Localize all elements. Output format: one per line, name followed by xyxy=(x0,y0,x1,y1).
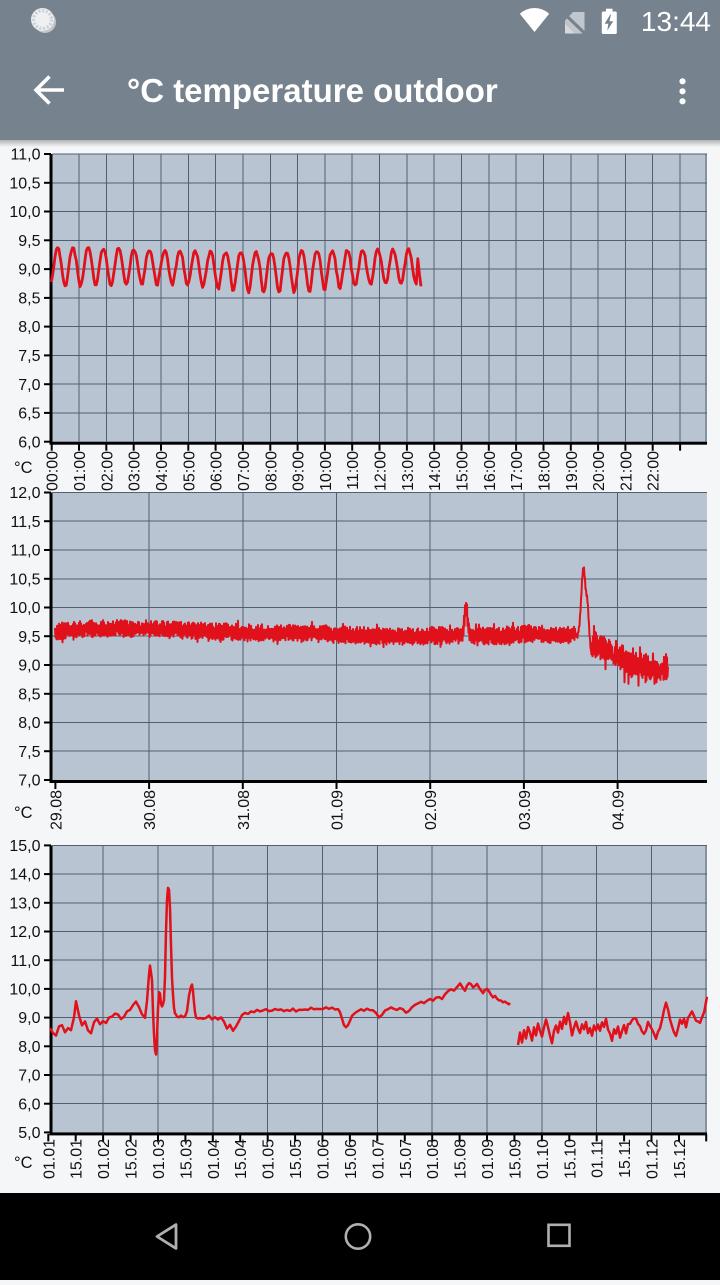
svg-text:07:00: 07:00 xyxy=(236,451,253,491)
svg-text:12:00: 12:00 xyxy=(373,451,390,491)
svg-text:13,0: 13,0 xyxy=(9,895,40,912)
svg-text:14:00: 14:00 xyxy=(427,451,444,491)
svg-text:13:00: 13:00 xyxy=(400,451,417,491)
svg-text:15.01: 15.01 xyxy=(69,1139,86,1179)
svg-text:8,5: 8,5 xyxy=(18,291,40,308)
svg-text:01.05: 01.05 xyxy=(261,1139,278,1179)
svg-text:15:00: 15:00 xyxy=(455,451,472,491)
svg-text:15.04: 15.04 xyxy=(233,1139,250,1179)
svg-text:19:00: 19:00 xyxy=(564,451,581,491)
svg-text:01.02: 01.02 xyxy=(96,1139,113,1179)
svg-text:01.09: 01.09 xyxy=(330,790,347,830)
svg-text:10,0: 10,0 xyxy=(9,600,40,617)
svg-text:01.12: 01.12 xyxy=(645,1139,662,1179)
svg-text:15.09: 15.09 xyxy=(507,1139,524,1179)
svg-text:9,5: 9,5 xyxy=(18,233,40,250)
svg-text:14,0: 14,0 xyxy=(9,867,40,884)
svg-text:00:00: 00:00 xyxy=(45,451,62,491)
svg-text:15.08: 15.08 xyxy=(453,1139,470,1179)
svg-text:01.07: 01.07 xyxy=(370,1139,387,1179)
svg-text:8,0: 8,0 xyxy=(18,715,40,732)
svg-text:10,5: 10,5 xyxy=(9,175,40,192)
svg-text:10,0: 10,0 xyxy=(9,982,40,999)
svg-text:11,0: 11,0 xyxy=(11,953,41,970)
svg-text:01.04: 01.04 xyxy=(206,1139,223,1179)
svg-text:7,0: 7,0 xyxy=(18,773,40,790)
svg-text:21:00: 21:00 xyxy=(618,451,635,491)
svg-text:15,0: 15,0 xyxy=(9,838,40,855)
svg-text:11,0: 11,0 xyxy=(11,147,41,164)
svg-text:01.06: 01.06 xyxy=(316,1139,333,1179)
svg-text:11,5: 11,5 xyxy=(11,514,41,531)
svg-text:7,5: 7,5 xyxy=(18,744,40,761)
svg-text:01.11: 01.11 xyxy=(590,1139,607,1178)
svg-text:10:00: 10:00 xyxy=(318,451,335,491)
svg-text:01.10: 01.10 xyxy=(535,1139,552,1179)
svg-text:01.09: 01.09 xyxy=(480,1139,497,1179)
svg-text:20:00: 20:00 xyxy=(591,451,608,491)
svg-text:03.09: 03.09 xyxy=(517,790,534,830)
svg-text:15.10: 15.10 xyxy=(562,1139,579,1179)
svg-text:15.02: 15.02 xyxy=(124,1139,141,1179)
svg-text:02:00: 02:00 xyxy=(99,451,116,491)
svg-text:6,0: 6,0 xyxy=(18,1096,40,1113)
svg-text:5,0: 5,0 xyxy=(18,1125,40,1142)
svg-text:31.08: 31.08 xyxy=(236,790,253,830)
svg-text:17:00: 17:00 xyxy=(509,451,526,491)
svg-text:01:00: 01:00 xyxy=(72,451,89,491)
svg-text:9,0: 9,0 xyxy=(18,1010,40,1027)
svg-text:7,0: 7,0 xyxy=(18,377,40,394)
svg-text:6,5: 6,5 xyxy=(18,406,40,423)
svg-text:9,0: 9,0 xyxy=(18,262,40,279)
svg-text:7,5: 7,5 xyxy=(18,348,40,365)
svg-text:08:00: 08:00 xyxy=(263,451,280,491)
svg-text:29.08: 29.08 xyxy=(48,790,65,830)
svg-text:04:00: 04:00 xyxy=(154,451,171,491)
svg-text:11,0: 11,0 xyxy=(11,543,41,560)
svg-text:11:00: 11:00 xyxy=(345,451,362,490)
svg-text:10,0: 10,0 xyxy=(9,204,40,221)
svg-text:9,0: 9,0 xyxy=(18,658,40,675)
svg-text:15.05: 15.05 xyxy=(288,1139,305,1179)
svg-text:01.03: 01.03 xyxy=(151,1139,168,1179)
svg-text:03:00: 03:00 xyxy=(127,451,144,491)
svg-text:01.01: 01.01 xyxy=(41,1139,58,1179)
svg-text:°C: °C xyxy=(14,1154,33,1172)
svg-text:8,0: 8,0 xyxy=(18,319,40,336)
svg-text:16:00: 16:00 xyxy=(482,451,499,491)
svg-text:°C: °C xyxy=(14,804,33,822)
svg-text:18:00: 18:00 xyxy=(537,451,554,491)
svg-text:°C: °C xyxy=(14,459,33,477)
svg-text:02.09: 02.09 xyxy=(423,790,440,830)
svg-text:05:00: 05:00 xyxy=(181,451,198,491)
svg-text:04.09: 04.09 xyxy=(611,790,628,830)
svg-text:15.11: 15.11 xyxy=(617,1139,634,1178)
svg-text:15.03: 15.03 xyxy=(178,1139,195,1179)
svg-text:12,0: 12,0 xyxy=(9,485,40,502)
svg-text:09:00: 09:00 xyxy=(291,451,308,491)
svg-text:15.12: 15.12 xyxy=(672,1139,689,1179)
svg-text:15.07: 15.07 xyxy=(398,1139,415,1179)
svg-text:7,0: 7,0 xyxy=(18,1068,40,1085)
svg-text:9,5: 9,5 xyxy=(18,629,40,646)
svg-text:15.06: 15.06 xyxy=(343,1139,360,1179)
svg-text:10,5: 10,5 xyxy=(9,571,40,588)
svg-text:12,0: 12,0 xyxy=(9,924,40,941)
svg-text:06:00: 06:00 xyxy=(209,451,226,491)
svg-text:8,5: 8,5 xyxy=(18,686,40,703)
svg-text:6,0: 6,0 xyxy=(18,434,40,451)
svg-text:22:00: 22:00 xyxy=(646,451,663,491)
svg-text:01.08: 01.08 xyxy=(425,1139,442,1179)
svg-text:8,0: 8,0 xyxy=(18,1039,40,1056)
svg-text:30.08: 30.08 xyxy=(142,790,159,830)
